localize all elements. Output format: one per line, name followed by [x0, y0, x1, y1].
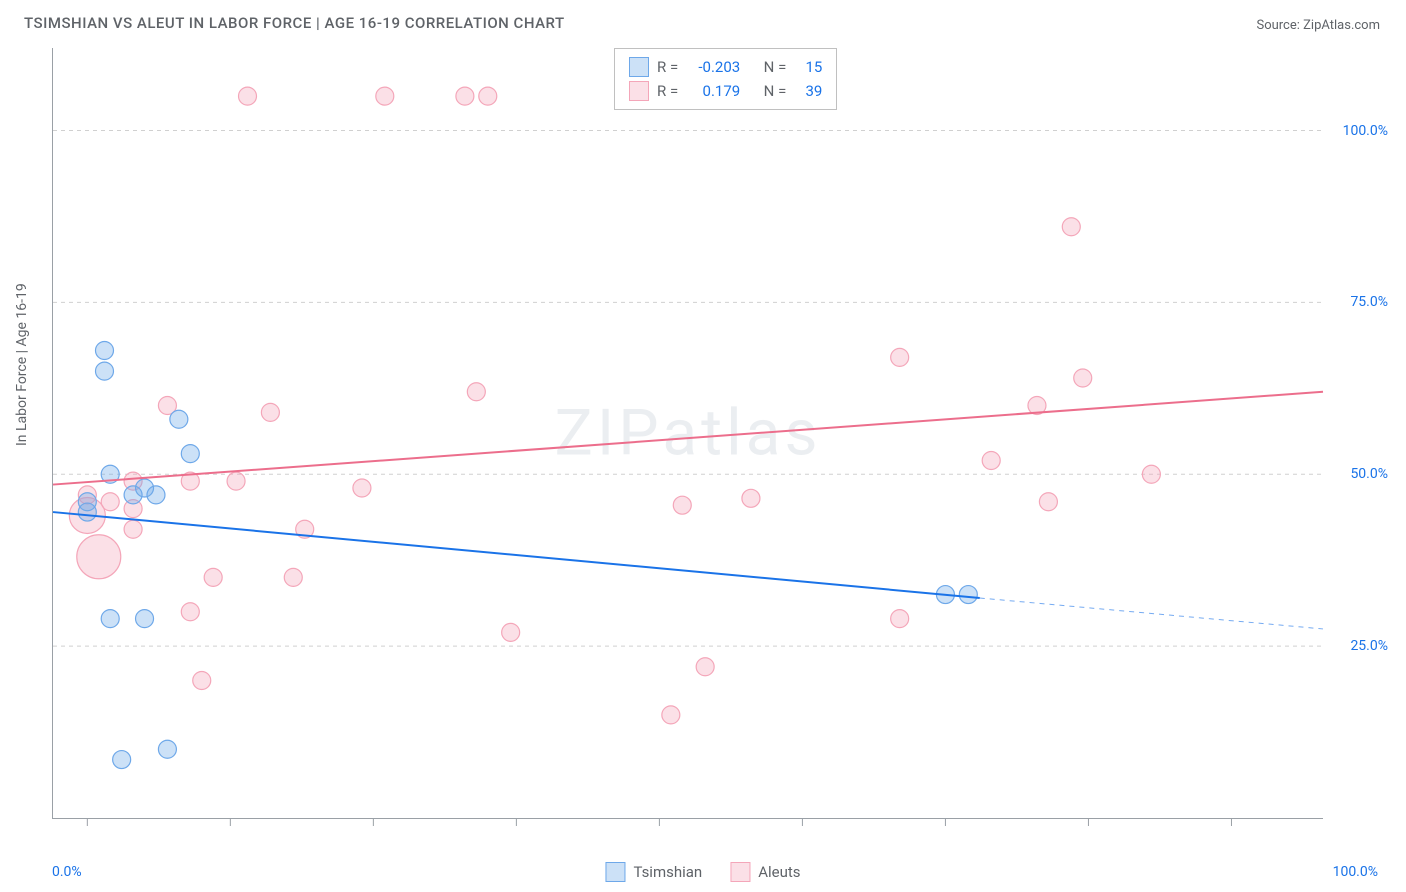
legend-row: R = 0.179 N = 39	[629, 79, 822, 103]
legend-r-label: R =	[657, 79, 678, 103]
legend-row: R = -0.203 N = 15	[629, 55, 822, 79]
x-axis-max-label: 100.0%	[1333, 864, 1378, 880]
legend-n-value: 15	[794, 55, 822, 79]
y-tick-label: 75.0%	[1350, 294, 1388, 310]
legend-swatch	[605, 862, 625, 882]
source-attribution: Source: ZipAtlas.com	[1256, 18, 1380, 33]
legend-n-label: N =	[764, 55, 787, 79]
legend-r-label: R =	[657, 55, 678, 79]
x-axis-min-label: 0.0%	[52, 864, 82, 880]
y-tick-label: 50.0%	[1350, 466, 1388, 482]
chart-plot-area: ZIPatlas	[52, 48, 1323, 819]
y-tick-label: 100.0%	[1343, 123, 1388, 139]
chart-title: TSIMSHIAN VS ALEUT IN LABOR FORCE | AGE …	[24, 14, 565, 32]
chart-svg	[53, 48, 1323, 818]
y-axis-label: In Labor Force | Age 16-19	[14, 283, 30, 446]
legend-label: Aleuts	[758, 863, 800, 881]
legend-item: Tsimshian	[605, 862, 702, 882]
legend-n-value: 39	[794, 79, 822, 103]
legend-item: Aleuts	[730, 862, 800, 882]
legend-label: Tsimshian	[633, 863, 702, 881]
legend-swatch	[629, 81, 649, 101]
legend-swatch	[730, 862, 750, 882]
legend-r-value: 0.179	[686, 79, 740, 103]
series-legend: Tsimshian Aleuts	[605, 862, 800, 882]
y-tick-label: 25.0%	[1350, 638, 1388, 654]
legend-swatch	[629, 57, 649, 77]
correlation-legend: R = -0.203 N = 15 R = 0.179 N = 39	[614, 48, 837, 110]
legend-r-value: -0.203	[686, 55, 740, 79]
legend-n-label: N =	[764, 79, 787, 103]
